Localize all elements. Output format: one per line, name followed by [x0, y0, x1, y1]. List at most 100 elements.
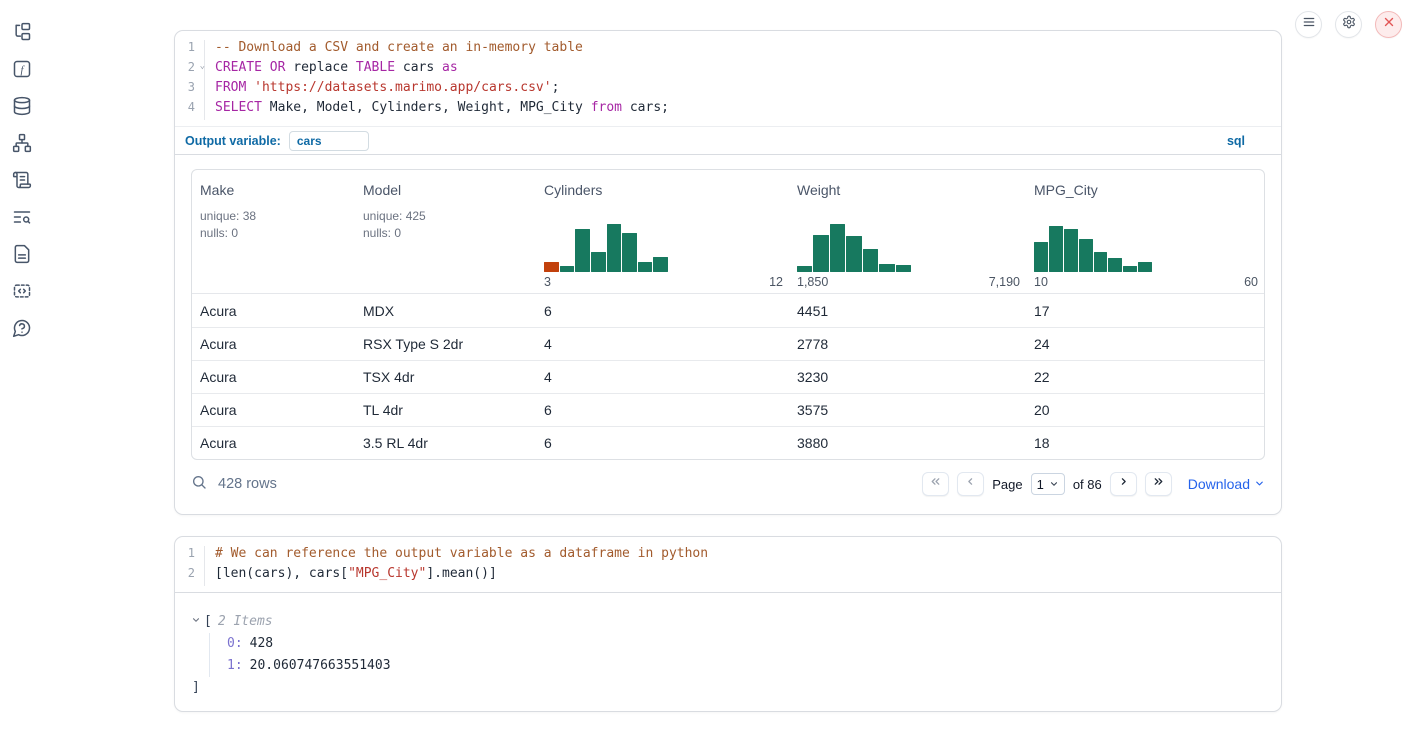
- table-cell: 18: [1034, 435, 1050, 451]
- code-line[interactable]: [len(cars), cars["MPG_City"].mean()]: [215, 566, 497, 581]
- mpg-city-histogram: 10 60: [1034, 222, 1264, 289]
- table-cell: 6: [544, 435, 552, 451]
- table-cell: 6: [544, 402, 552, 418]
- open-bracket: [: [204, 614, 212, 629]
- svg-text:f: f: [20, 64, 25, 76]
- list-item: 1: 20.060747663551403: [227, 655, 1265, 677]
- page-select[interactable]: 1: [1030, 473, 1065, 495]
- histogram-bar: [1034, 242, 1048, 272]
- shutdown-button[interactable]: [1375, 11, 1402, 38]
- collapse-chevron-icon[interactable]: [191, 611, 201, 633]
- trace-search-icon[interactable]: [12, 207, 32, 227]
- histogram-bar: [813, 235, 829, 272]
- table-row[interactable]: Acura TSX 4dr 4 3230 22: [192, 360, 1264, 393]
- file-tree-icon[interactable]: [12, 22, 32, 42]
- table-cell: 3880: [797, 435, 829, 451]
- python-cell: 1 2 # We can reference the output variable…: [174, 536, 1282, 712]
- histogram-bar: [544, 262, 559, 272]
- fold-chevron-icon[interactable]: ⌄: [199, 61, 205, 71]
- table-cell: RSX Type S 2dr: [363, 336, 464, 352]
- table-row[interactable]: Acura RSX Type S 2dr 4 2778 24: [192, 327, 1264, 360]
- table-cell: TSX 4dr: [363, 369, 415, 385]
- settings-button[interactable]: [1335, 11, 1362, 38]
- code-line[interactable]: CREATE OR replace TABLE cars as: [215, 60, 458, 75]
- histogram-max-label: 60: [1244, 275, 1258, 289]
- table-cell: 3.5 RL 4dr: [363, 435, 428, 451]
- table-cell: 2778: [797, 336, 829, 352]
- data-table: Make unique: 38 nulls: 0 Model unique: 4…: [191, 169, 1265, 460]
- functions-icon[interactable]: f: [12, 59, 32, 79]
- menu-icon: [1302, 15, 1316, 34]
- close-bracket: ]: [192, 680, 200, 695]
- next-page-button[interactable]: [1109, 472, 1137, 496]
- code-line[interactable]: FROM 'https://datasets.marimo.app/cars.c…: [215, 80, 560, 95]
- table-row[interactable]: Acura MDX 6 4451 17: [192, 294, 1264, 327]
- histogram-min-label: 10: [1034, 275, 1048, 289]
- table-cell: Acura: [200, 336, 237, 352]
- dependency-graph-icon[interactable]: [12, 133, 32, 153]
- histogram-bar: [846, 236, 862, 272]
- line-number: 1: [187, 40, 195, 54]
- histogram-bar: [1123, 266, 1138, 272]
- output-variable-input[interactable]: [288, 130, 369, 151]
- database-icon[interactable]: [12, 96, 32, 116]
- download-button[interactable]: Download: [1188, 476, 1265, 492]
- search-icon[interactable]: [191, 474, 207, 495]
- previous-page-button[interactable]: [957, 472, 985, 496]
- table-cell: 4: [544, 336, 552, 352]
- help-icon[interactable]: [12, 318, 32, 338]
- snippets-icon[interactable]: [12, 281, 32, 301]
- page-total-label: of 86: [1072, 476, 1102, 492]
- histogram-bar: [1108, 258, 1123, 272]
- column-header-cylinders[interactable]: Cylinders: [544, 182, 603, 198]
- python-code-editor[interactable]: 1 2 # We can reference the output variable…: [175, 537, 1281, 593]
- items-count-label: 2 Items: [217, 614, 273, 629]
- sql-language-badge[interactable]: sql: [1226, 133, 1245, 148]
- table-cell: 4: [544, 369, 552, 385]
- column-stat-unique: unique: 38: [200, 209, 257, 223]
- histogram-bar: [797, 266, 813, 272]
- code-line[interactable]: # We can reference the output variable a…: [215, 546, 709, 561]
- histogram-bar: [637, 262, 653, 272]
- table-cell: Acura: [200, 435, 237, 451]
- gear-icon: [1342, 15, 1356, 34]
- code-line[interactable]: SELECT Make, Model, Cylinders, Weight, M…: [215, 100, 669, 115]
- histogram-bar: [1048, 226, 1063, 272]
- column-header-mpg-city[interactable]: MPG_City: [1034, 182, 1098, 198]
- histogram-bar: [829, 224, 846, 272]
- histogram-bar: [622, 233, 637, 272]
- line-number: 2 ⌄: [187, 60, 205, 74]
- last-page-button[interactable]: [1144, 472, 1172, 496]
- table-row[interactable]: Acura 3.5 RL 4dr 6 3880 18: [192, 426, 1264, 459]
- table-row[interactable]: Acura TL 4dr 6 3575 20: [192, 393, 1264, 426]
- histogram-bar: [1093, 252, 1108, 272]
- table-cell: 4451: [797, 302, 829, 319]
- close-icon: [1382, 15, 1396, 34]
- row-count: 428 rows: [218, 476, 277, 492]
- table-cell: Acura: [200, 402, 237, 418]
- histogram-bar: [590, 252, 606, 272]
- histogram-bar: [606, 224, 622, 272]
- table-cell: 17: [1034, 302, 1050, 319]
- python-output: [ 2 Items 0: 428 1: 20.060747663551403 ]: [175, 593, 1281, 699]
- documentation-icon[interactable]: [12, 244, 32, 264]
- chevron-left-icon: [964, 475, 977, 493]
- item-value: 20.060747663551403: [249, 658, 391, 673]
- menu-button[interactable]: [1295, 11, 1322, 38]
- column-stat-nulls: nulls: 0: [363, 225, 402, 240]
- logs-icon[interactable]: [12, 170, 32, 190]
- column-header-weight[interactable]: Weight: [797, 182, 841, 198]
- histogram-bar: [862, 249, 879, 272]
- sql-cell-footer-bar: Output variable: sql: [175, 126, 1281, 155]
- code-line[interactable]: -- Download a CSV and create an in-memor…: [215, 40, 583, 55]
- list-items: 0: 428 1: 20.060747663551403: [209, 633, 1265, 677]
- column-stat-unique: unique: 425: [363, 209, 426, 223]
- column-header-model[interactable]: Model: [363, 182, 402, 198]
- table-cell: TL 4dr: [363, 402, 403, 418]
- histogram-max-label: 12: [769, 275, 783, 289]
- histogram-bar: [653, 257, 668, 272]
- column-header-make[interactable]: Make: [200, 182, 235, 198]
- first-page-button[interactable]: [922, 472, 950, 496]
- output-variable-label: Output variable:: [185, 133, 281, 148]
- sql-code-editor[interactable]: 1 2 ⌄ 3 4 -- Download a CSV and create an in-…: [175, 31, 1281, 126]
